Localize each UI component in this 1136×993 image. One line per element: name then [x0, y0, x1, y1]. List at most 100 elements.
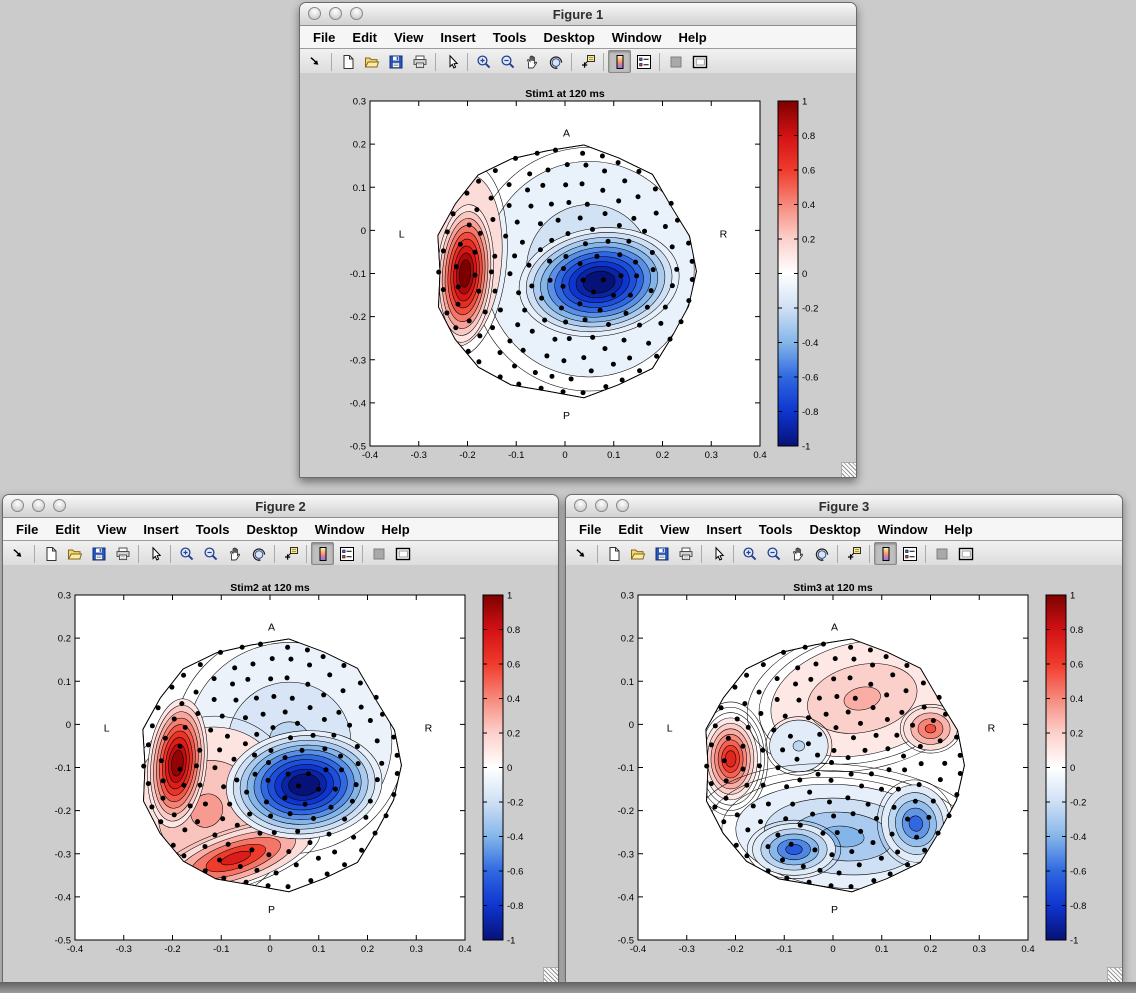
menu-tools[interactable]: Tools: [492, 29, 527, 45]
titlebar[interactable]: Figure 1: [300, 3, 856, 26]
zoom-out-button[interactable]: [199, 542, 222, 565]
menu-window[interactable]: Window: [314, 521, 365, 537]
figure1-window: Figure 1 File Edit View Insert Tools Des…: [299, 2, 857, 478]
insert-colorbar-button[interactable]: [874, 542, 897, 565]
zoom-button[interactable]: [616, 499, 629, 512]
pan-button[interactable]: [786, 542, 809, 565]
print-button[interactable]: [408, 50, 431, 73]
zoom-in-button[interactable]: [472, 50, 495, 73]
pan-button[interactable]: [223, 542, 246, 565]
menu-desktop[interactable]: Desktop: [809, 521, 861, 537]
close-button[interactable]: [308, 7, 321, 20]
rotate-3d-button[interactable]: [544, 50, 567, 73]
svg-text:-0.8: -0.8: [507, 901, 523, 912]
hide-plot-tools-button[interactable]: [664, 50, 687, 73]
open-file-button[interactable]: [626, 542, 649, 565]
insert-legend-button[interactable]: [632, 50, 655, 73]
menu-view[interactable]: View: [659, 521, 690, 537]
new-figure-button[interactable]: [336, 50, 359, 73]
menu-view[interactable]: View: [96, 521, 127, 537]
menu-file[interactable]: File: [313, 29, 336, 45]
zoom-in-button[interactable]: [738, 542, 761, 565]
close-button[interactable]: [574, 499, 587, 512]
menu-help[interactable]: Help: [678, 29, 707, 45]
menu-help[interactable]: Help: [381, 521, 410, 537]
svg-text:0.4: 0.4: [458, 944, 471, 955]
print-button[interactable]: [674, 542, 697, 565]
print-button[interactable]: [111, 542, 134, 565]
hide-plot-tools-button[interactable]: [930, 542, 953, 565]
undock-button[interactable]: [570, 542, 593, 565]
zoom-button[interactable]: [350, 7, 363, 20]
pan-button[interactable]: [520, 50, 543, 73]
minimize-button[interactable]: [595, 499, 608, 512]
menu-insert[interactable]: Insert: [706, 521, 742, 537]
insert-legend-button[interactable]: [335, 542, 358, 565]
minimize-button[interactable]: [329, 7, 342, 20]
show-plot-tools-button[interactable]: [954, 542, 977, 565]
rotate-3d-button[interactable]: [247, 542, 270, 565]
open-file-button[interactable]: [360, 50, 383, 73]
svg-text:0.1: 0.1: [621, 677, 634, 688]
topoplot-stim1[interactable]: A P L R -0.4 -0.3 -0.2 -0.1 0 0.1 0.2 0.3 0.4 0.3 0.2 0…: [334, 87, 836, 473]
show-plot-tools-button[interactable]: [688, 50, 711, 73]
undock-button[interactable]: [304, 50, 327, 73]
data-cursor-button[interactable]: [842, 542, 865, 565]
menu-insert[interactable]: Insert: [143, 521, 179, 537]
hide-plot-tools-button[interactable]: [367, 542, 390, 565]
menu-view[interactable]: View: [393, 29, 424, 45]
zoom-out-button[interactable]: [496, 50, 519, 73]
svg-text:-0.1: -0.1: [508, 450, 524, 461]
pointer-button[interactable]: [143, 542, 166, 565]
zoom-in-button[interactable]: [175, 542, 198, 565]
topoplot-stim3[interactable]: A P L R -0.4 -0.3 -0.2 -0.1 0 0.1 0.2 0.3 0.4 0.3 0.2 0…: [602, 581, 1104, 967]
save-button[interactable]: [384, 50, 407, 73]
menu-file[interactable]: File: [16, 521, 39, 537]
figure-canvas: A P L R -0.4 -0.3 -0.2 -0.1 0 0.1 0.2 0.3 0.4 0.3 0.2 0…: [300, 73, 856, 477]
show-plot-tools-button[interactable]: [391, 542, 414, 565]
zoom-button[interactable]: [53, 499, 66, 512]
resize-grip[interactable]: [841, 462, 856, 477]
menu-insert[interactable]: Insert: [440, 29, 476, 45]
resize-grip[interactable]: [1107, 967, 1122, 982]
menu-window[interactable]: Window: [611, 29, 662, 45]
save-button[interactable]: [87, 542, 110, 565]
toolbar-separator: [925, 544, 926, 563]
menu-edit[interactable]: Edit: [618, 521, 643, 537]
titlebar[interactable]: Figure 3: [566, 495, 1122, 518]
rotate-3d-button[interactable]: [810, 542, 833, 565]
insert-colorbar-button[interactable]: [608, 50, 631, 73]
open-file-button[interactable]: [63, 542, 86, 565]
new-figure-button[interactable]: [39, 542, 62, 565]
menu-tools[interactable]: Tools: [758, 521, 793, 537]
new-figure-button[interactable]: [602, 542, 625, 565]
data-cursor-button[interactable]: [576, 50, 599, 73]
topoplot-stim2[interactable]: A P L R -0.4 -0.3 -0.2 -0.1 0 0.1 0.2 0.3 0.4 0.3 0.2 0…: [39, 581, 541, 967]
menu-window[interactable]: Window: [877, 521, 928, 537]
window-title: Figure 1: [552, 6, 604, 22]
svg-text:0.2: 0.2: [58, 634, 71, 645]
menu-help[interactable]: Help: [944, 521, 973, 537]
close-button[interactable]: [11, 499, 24, 512]
undock-button[interactable]: [7, 542, 30, 565]
window-controls: [574, 499, 629, 512]
resize-grip[interactable]: [543, 967, 558, 982]
minimize-button[interactable]: [32, 499, 45, 512]
menu-file[interactable]: File: [579, 521, 602, 537]
pointer-button[interactable]: [706, 542, 729, 565]
menu-edit[interactable]: Edit: [352, 29, 377, 45]
svg-text:0.1: 0.1: [607, 450, 620, 461]
menu-desktop[interactable]: Desktop: [543, 29, 595, 45]
menu-edit[interactable]: Edit: [55, 521, 80, 537]
zoom-out-button[interactable]: [762, 542, 785, 565]
save-button[interactable]: [650, 542, 673, 565]
svg-text:P: P: [268, 904, 275, 916]
insert-legend-button[interactable]: [898, 542, 921, 565]
insert-colorbar-button[interactable]: [311, 542, 334, 565]
data-cursor-button[interactable]: [279, 542, 302, 565]
menu-tools[interactable]: Tools: [195, 521, 230, 537]
menu-desktop[interactable]: Desktop: [246, 521, 298, 537]
pointer-button[interactable]: [440, 50, 463, 73]
svg-text:0.3: 0.3: [621, 591, 634, 602]
titlebar[interactable]: Figure 2: [3, 495, 558, 518]
